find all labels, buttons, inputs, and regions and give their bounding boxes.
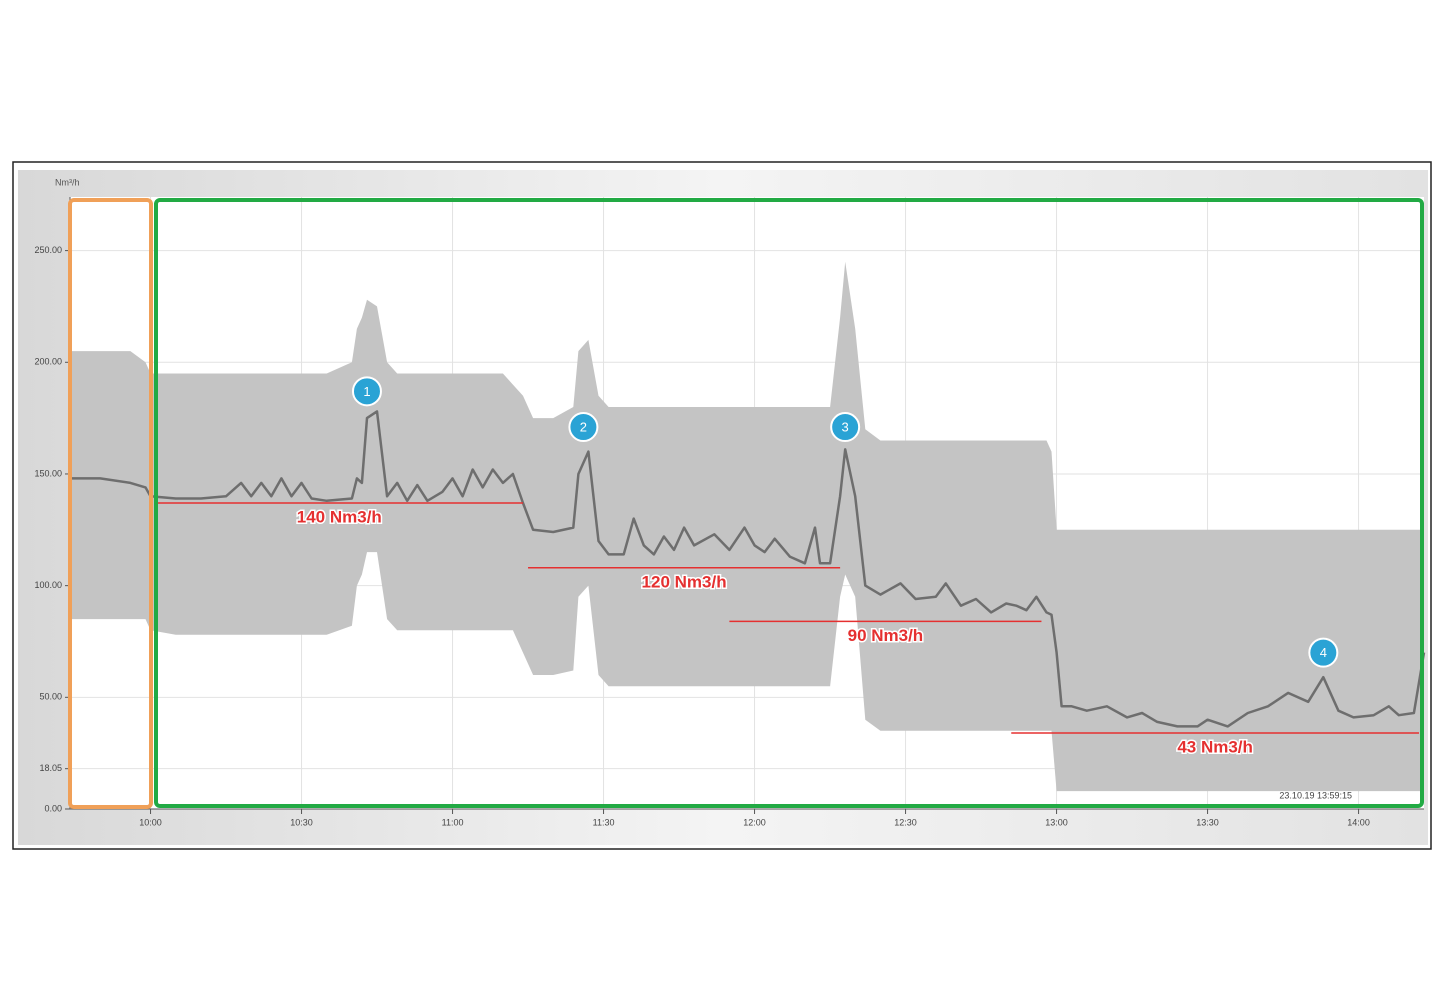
x-tick-label: 13:00 (1045, 817, 1068, 827)
reference-label: 120 Nm3/h (642, 572, 727, 591)
y-tick-label: 200.00 (34, 357, 62, 367)
x-tick-label: 12:30 (894, 817, 917, 827)
reference-label: 43 Nm3/h (1177, 738, 1253, 757)
marker (830, 412, 861, 443)
data-line (70, 410, 1426, 728)
marker-label: 4 (1320, 645, 1327, 660)
timestamp: 23.10.19 13:59:15 (1279, 790, 1352, 800)
x-tick-label: 14:00 (1347, 817, 1370, 827)
marker (351, 376, 382, 407)
marker (568, 412, 599, 443)
marker-label: 1 (363, 384, 370, 399)
highlight-box (154, 198, 1424, 808)
y-axis-label: Nm³/h (55, 177, 80, 187)
marker-label: 3 (842, 419, 849, 434)
marker (1308, 637, 1339, 668)
x-tick-label: 10:00 (139, 817, 162, 827)
reference-label: 90 Nm3/h (848, 626, 924, 645)
range-band (70, 261, 1424, 792)
x-tick-label: 11:00 (442, 817, 464, 827)
y-tick-label: 250.00 (34, 245, 62, 255)
highlight-box (68, 198, 153, 809)
x-tick-label: 12:00 (743, 817, 766, 827)
y-tick-label: 18.05 (39, 763, 62, 773)
y-tick-label: 50.00 (39, 692, 62, 702)
marker-label: 2 (580, 419, 587, 434)
x-tick-label: 10:30 (290, 817, 313, 827)
x-tick-label: 13:30 (1196, 817, 1219, 827)
x-tick-label: 11:30 (593, 817, 615, 827)
y-tick-label: 100.00 (34, 580, 62, 590)
reference-label: 140 Nm3/h (297, 507, 382, 526)
y-tick-label: 150.00 (34, 468, 62, 478)
y-tick-label: 0.00 (44, 803, 62, 813)
